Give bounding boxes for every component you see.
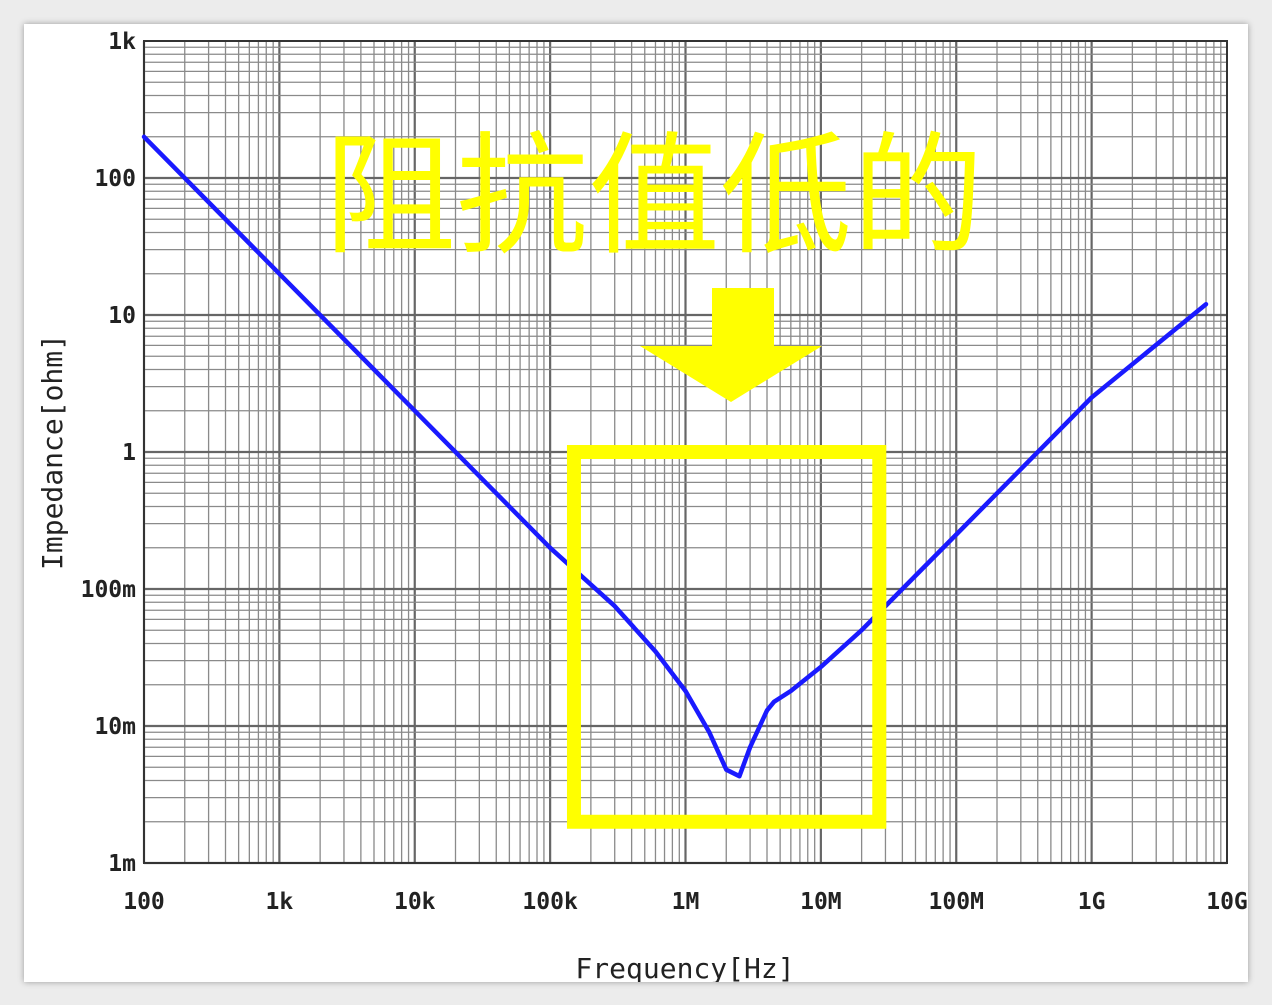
annotation-title: 阻抗值低的 bbox=[324, 120, 984, 274]
x-tick-label: 1G bbox=[1078, 889, 1106, 915]
x-tick-label: 100k bbox=[522, 889, 578, 915]
plot-frame bbox=[143, 40, 1228, 864]
y-tick-label: 10 bbox=[108, 303, 136, 329]
highlight-box bbox=[566, 445, 887, 829]
down-arrow-icon bbox=[640, 288, 822, 402]
x-tick-label: 100 bbox=[123, 889, 165, 915]
chart-card: 100 1k 10k 100k 1M 10M 100M 1G 10G 1k 100 10 1 100m 1… bbox=[24, 24, 1248, 982]
x-tick-labels: 100 1k 10k 100k 1M 10M 100M 1G 10G bbox=[123, 889, 1248, 915]
x-tick-label: 10G bbox=[1206, 889, 1248, 915]
y-tick-label: 1 bbox=[122, 440, 136, 466]
x-tick-label: 1M bbox=[672, 889, 700, 915]
y-tick-label: 10m bbox=[94, 714, 136, 740]
x-axis-label: Frequency[Hz] bbox=[575, 952, 794, 982]
y-tick-label: 1k bbox=[108, 29, 136, 55]
y-tick-label: 100m bbox=[81, 577, 136, 603]
x-tick-label: 1k bbox=[266, 889, 294, 915]
x-tick-label: 10M bbox=[800, 889, 842, 915]
y-tick-label: 100 bbox=[94, 166, 136, 192]
y-axis-label: Impedance[ohm] bbox=[36, 334, 69, 570]
impedance-curve bbox=[141, 134, 1209, 779]
x-tick-label: 100M bbox=[929, 889, 984, 915]
y-tick-label: 1m bbox=[108, 851, 136, 877]
x-tick-label: 10k bbox=[394, 889, 436, 915]
y-tick-labels: 1k 100 10 1 100m 10m 1m bbox=[81, 29, 137, 877]
impedance-chart: 100 1k 10k 100k 1M 10M 100M 1G 10G 1k100101100m1… bbox=[36, 29, 1248, 982]
grid bbox=[142, 41, 1227, 865]
